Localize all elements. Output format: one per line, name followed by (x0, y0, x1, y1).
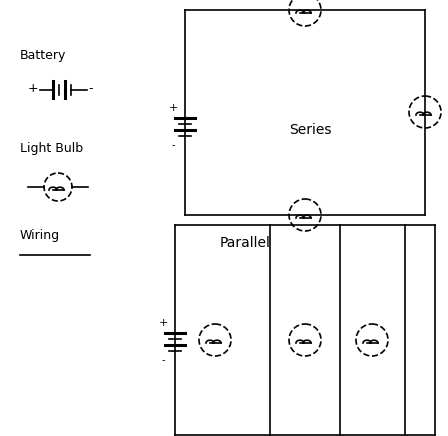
Text: Battery: Battery (20, 48, 66, 61)
Text: -: - (161, 355, 165, 365)
Text: -: - (88, 82, 92, 95)
Text: +: + (27, 82, 38, 95)
Text: Series: Series (289, 123, 331, 137)
Text: Parallel: Parallel (220, 236, 271, 250)
Text: -: - (171, 140, 175, 150)
Text: +: + (158, 318, 168, 328)
Text: +: + (168, 103, 178, 113)
Text: Wiring: Wiring (20, 228, 60, 242)
Text: Light Bulb: Light Bulb (20, 142, 83, 154)
